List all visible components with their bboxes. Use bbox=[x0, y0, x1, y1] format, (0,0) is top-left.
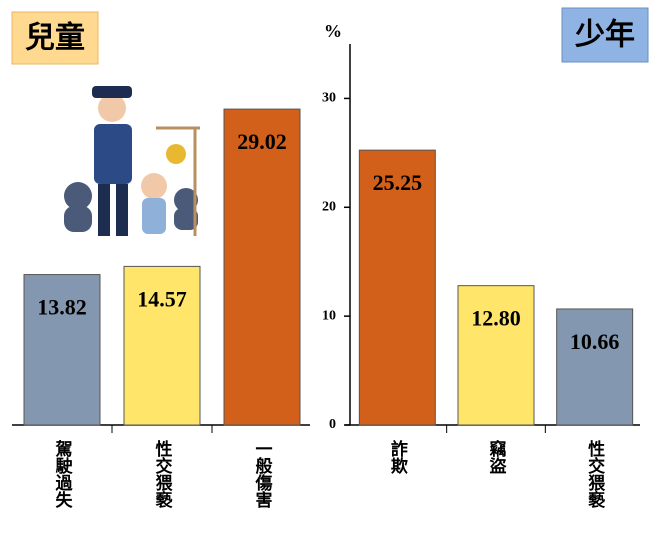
y-tick-label: 10 bbox=[322, 308, 336, 323]
x-tick-label: 駕駛過失 bbox=[53, 440, 74, 509]
bar bbox=[123, 265, 201, 426]
x-tick-label: 性交猥褻 bbox=[585, 439, 605, 509]
bar bbox=[358, 149, 436, 426]
y-tick-label: 30 bbox=[322, 91, 336, 106]
title-box bbox=[561, 7, 649, 63]
illustration bbox=[64, 86, 200, 236]
value-label: 14.57 bbox=[137, 286, 187, 311]
x-tick-label: 一般傷害 bbox=[253, 440, 274, 509]
chart-title: 兒童 bbox=[25, 21, 85, 56]
value-label: 29.02 bbox=[237, 129, 287, 154]
value-label: 13.82 bbox=[37, 295, 87, 320]
value-label: 25.25 bbox=[373, 170, 423, 195]
y-axis-label: % bbox=[324, 21, 342, 41]
value-label: 10.66 bbox=[570, 329, 620, 354]
bar bbox=[23, 274, 101, 426]
chart-title: 少年 bbox=[575, 18, 635, 53]
y-tick-label: 0 bbox=[329, 417, 336, 432]
x-tick-label: 竊盜 bbox=[487, 439, 507, 474]
bar bbox=[457, 285, 535, 426]
x-tick-label: 詐欺 bbox=[388, 439, 408, 475]
title-box bbox=[11, 11, 99, 65]
bar bbox=[223, 108, 301, 426]
x-tick-label: 性交猥褻 bbox=[153, 439, 173, 509]
bar bbox=[556, 308, 634, 426]
value-label: 12.80 bbox=[471, 306, 521, 331]
y-tick-label: 20 bbox=[322, 200, 336, 215]
